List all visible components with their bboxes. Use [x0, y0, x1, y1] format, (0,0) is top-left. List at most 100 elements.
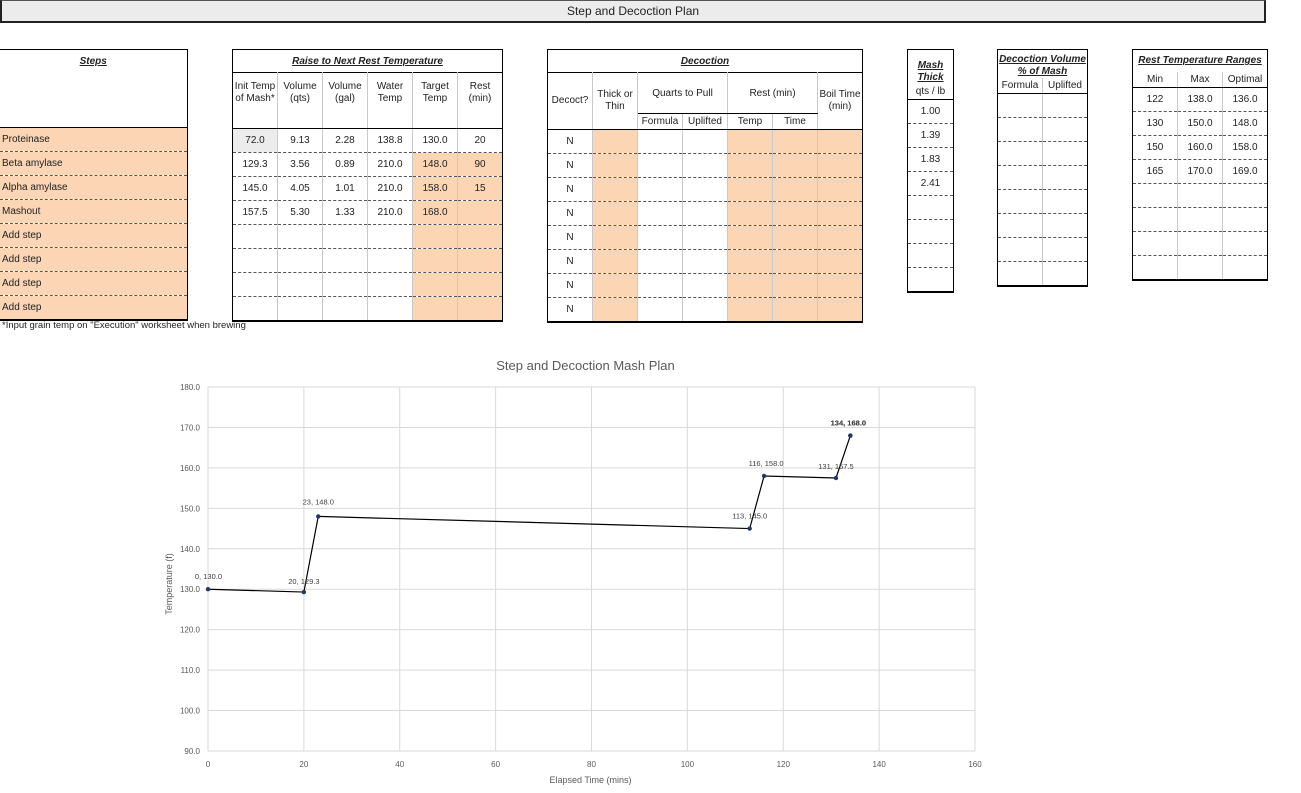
volume-qts-cell	[277, 296, 323, 322]
decoct-cell[interactable]: N	[547, 273, 593, 298]
quarts-uplifted-cell	[682, 201, 728, 226]
quarts-uplifted-cell	[682, 225, 728, 250]
step-name[interactable]: Proteinase	[0, 127, 188, 152]
rest-temp-cell[interactable]	[727, 153, 773, 178]
data-label: 131, 157.5	[818, 462, 853, 471]
rest-temp-cell[interactable]	[727, 177, 773, 202]
range-max-cell: 138.0	[1177, 87, 1223, 112]
rest-min-cell[interactable]	[457, 248, 504, 273]
thick-thin-cell[interactable]	[592, 273, 638, 298]
target-temp-cell[interactable]	[412, 296, 458, 322]
volume-uplifted-cell	[1042, 165, 1088, 190]
rest-time-cell[interactable]	[772, 297, 818, 323]
rest-time-cell[interactable]	[772, 225, 818, 250]
rest-time-cell[interactable]	[772, 129, 818, 154]
rest-time-cell[interactable]	[772, 249, 818, 274]
y-tick-label: 110.0	[181, 666, 201, 675]
step-name[interactable]: Alpha amylase	[0, 175, 188, 200]
mash-thick-cell: 1.00	[907, 99, 954, 124]
decoct-cell[interactable]: N	[547, 177, 593, 202]
rest-time-cell[interactable]	[772, 177, 818, 202]
thick-thin-cell[interactable]	[592, 153, 638, 178]
volume-gal-cell	[322, 248, 368, 273]
target-temp-cell[interactable]	[412, 248, 458, 273]
quarts-formula-cell	[637, 129, 683, 154]
rest-temp-cell[interactable]	[727, 225, 773, 250]
boil-time-cell[interactable]	[817, 177, 864, 202]
rest-min-cell[interactable]: 15	[457, 176, 504, 201]
volume-uplifted-cell	[1042, 213, 1088, 238]
boil-time-cell[interactable]	[817, 249, 864, 274]
rest-temp-cell[interactable]	[727, 249, 773, 274]
thick-thin-cell[interactable]	[592, 297, 638, 323]
rest-min-cell[interactable]: 20	[457, 128, 504, 153]
step-name[interactable]: Mashout	[0, 199, 188, 224]
rest-time-cell[interactable]	[772, 153, 818, 178]
thick-thin-cell[interactable]	[592, 177, 638, 202]
rest-temp-cell[interactable]	[727, 201, 773, 226]
thick-thin-cell[interactable]	[592, 225, 638, 250]
volume-gal-cell: 0.89	[322, 152, 368, 177]
rest-min-cell[interactable]	[457, 296, 504, 322]
step-name[interactable]: Add step	[0, 247, 188, 272]
volume-qts-cell	[277, 224, 323, 249]
x-tick-label: 80	[587, 760, 596, 769]
rest-min-cell[interactable]: 90	[457, 152, 504, 177]
decoct-cell[interactable]: N	[547, 225, 593, 250]
range-max-cell	[1177, 207, 1223, 232]
boil-time-cell[interactable]	[817, 129, 864, 154]
boil-time-cell[interactable]	[817, 153, 864, 178]
rest-min-cell[interactable]	[457, 272, 504, 297]
boil-time-cell[interactable]	[817, 201, 864, 226]
target-temp-cell[interactable]: 148.0	[412, 152, 458, 177]
init-temp-cell: 145.0	[232, 176, 278, 201]
rest-temp-cell[interactable]	[727, 297, 773, 323]
volume-uplifted-cell	[1042, 189, 1088, 214]
step-name[interactable]: Add step	[0, 223, 188, 248]
decoct-cell[interactable]: N	[547, 297, 593, 323]
group-rest-min: Rest (min)	[727, 72, 818, 114]
thick-thin-cell[interactable]	[592, 129, 638, 154]
water-temp-cell: 210.0	[367, 200, 413, 225]
boil-time-cell[interactable]	[817, 225, 864, 250]
boil-time-cell[interactable]	[817, 297, 864, 323]
volume-formula-cell	[997, 93, 1043, 118]
decoct-cell[interactable]: N	[547, 201, 593, 226]
sub-quarts-uplifted: Uplifted	[682, 113, 728, 130]
decoct-cell[interactable]: N	[547, 129, 593, 154]
range-max-cell	[1177, 255, 1223, 281]
y-tick-label: 160.0	[180, 464, 201, 473]
range-max-cell: 160.0	[1177, 135, 1223, 160]
rest-temp-cell[interactable]	[727, 129, 773, 154]
rest-temp-cell[interactable]	[727, 273, 773, 298]
thick-thin-cell[interactable]	[592, 249, 638, 274]
volume-gal-cell: 2.28	[322, 128, 368, 153]
thick-thin-cell[interactable]	[592, 201, 638, 226]
target-temp-cell[interactable]	[412, 272, 458, 297]
step-name[interactable]: Add step	[0, 295, 188, 321]
rest-min-cell[interactable]	[457, 224, 504, 249]
target-temp-cell[interactable]: 168.0	[412, 200, 458, 225]
rest-min-cell[interactable]	[457, 200, 504, 225]
step-name[interactable]: Add step	[0, 271, 188, 296]
range-min-cell	[1132, 183, 1178, 208]
rest-time-cell[interactable]	[772, 201, 818, 226]
boil-time-cell[interactable]	[817, 273, 864, 298]
decoct-cell[interactable]: N	[547, 153, 593, 178]
x-axis-label: Elapsed Time (mins)	[549, 775, 631, 785]
init-temp-cell	[232, 272, 278, 297]
quarts-uplifted-cell	[682, 129, 728, 154]
target-temp-cell[interactable]	[412, 224, 458, 249]
step-name[interactable]: Beta amylase	[0, 151, 188, 176]
decoct-cell[interactable]: N	[547, 249, 593, 274]
rest-time-cell[interactable]	[772, 273, 818, 298]
target-temp-cell[interactable]: 130.0	[412, 128, 458, 153]
volume-formula-cell	[997, 261, 1043, 287]
mash-thick-cell: 1.83	[907, 147, 954, 172]
target-temp-cell[interactable]: 158.0	[412, 176, 458, 201]
quarts-formula-cell	[637, 201, 683, 226]
volume-uplifted-cell	[1042, 141, 1088, 166]
range-optimal-cell	[1222, 255, 1269, 281]
volume-formula-cell	[997, 237, 1043, 262]
y-tick-label: 120.0	[180, 626, 201, 635]
